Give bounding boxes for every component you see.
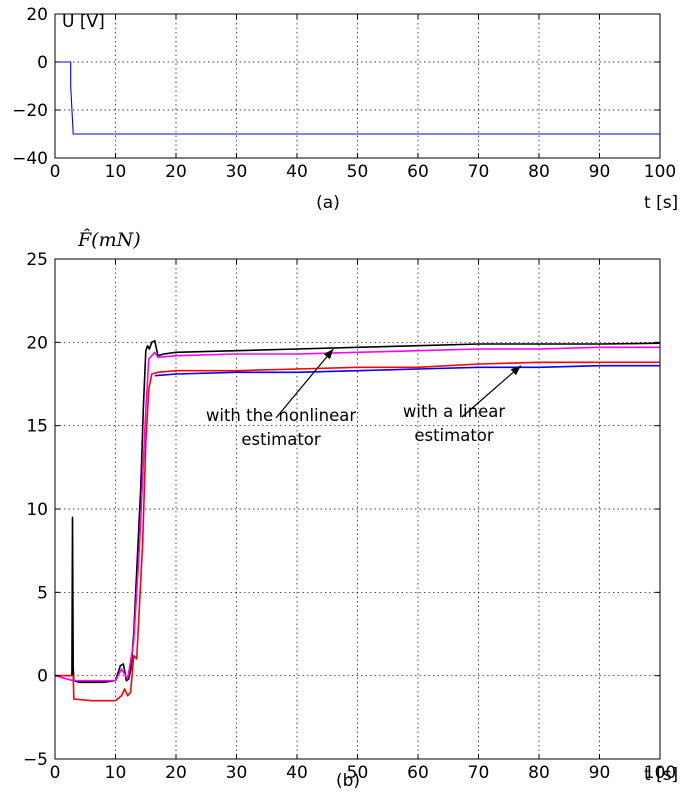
x-tick-label: 20 <box>165 162 187 182</box>
panel-label: (a) <box>316 193 340 213</box>
x-tick-label: 80 <box>528 763 550 783</box>
y-tick-label: 0 <box>37 667 48 687</box>
x-tick-label: 30 <box>226 162 248 182</box>
x-tick-label: 40 <box>286 763 308 783</box>
y-tick-label: 10 <box>26 500 48 520</box>
y-tick-label: 25 <box>26 250 48 270</box>
x-tick-label: 90 <box>589 162 611 182</box>
annotation-arrow <box>275 348 334 419</box>
y-tick-label: −20 <box>12 101 48 121</box>
panel-b-chart: 0 10 20 30 40 50 60 70 80 90 100−50510152025F̂(mN)… <box>23 229 678 791</box>
x-tick-label: 100 <box>644 162 676 182</box>
series-line-0 <box>55 339 660 684</box>
y-axis-label: U [V] <box>62 12 105 32</box>
x-tick-label: 20 <box>165 763 187 783</box>
y-tick-label: 5 <box>37 583 48 603</box>
series-group <box>55 61 660 135</box>
annotation-arrow <box>461 365 522 418</box>
y-tick-label: 20 <box>26 5 48 25</box>
x-tick-label: 10 <box>105 763 127 783</box>
series-line-0 <box>55 61 660 135</box>
series-line-2 <box>55 361 660 702</box>
annotation-text: with the nonlinear <box>206 406 356 425</box>
annotation-text: estimator <box>241 430 321 449</box>
y-tick-label: −40 <box>12 149 48 169</box>
series-group <box>55 339 660 702</box>
y-tick-label: 15 <box>26 417 48 437</box>
panel-a-chart: 0 10 20 30 40 50 60 70 80 90 100 −40 −20 0 20 U [V] t [s… <box>12 5 678 213</box>
y-tick-label: −5 <box>23 750 48 770</box>
arrow-head <box>323 349 334 360</box>
x-tick-label: 60 <box>407 162 429 182</box>
annotation-text: with a linear <box>403 402 505 421</box>
x-tick-label: 80 <box>528 162 550 182</box>
x-tick-label: 70 <box>468 162 490 182</box>
x-tick-label: 100 <box>644 763 676 783</box>
x-tick-label: 10 <box>105 162 127 182</box>
x-tick-label: 0 <box>50 162 61 182</box>
x-tick-label: 60 <box>407 763 429 783</box>
annotation-text: estimator <box>414 426 494 445</box>
x-axis-label: t [s] <box>644 193 678 213</box>
y-tick-label: 0 <box>37 53 48 73</box>
x-tick-label: 0 <box>50 763 61 783</box>
x-tick-label: 30 <box>226 763 248 783</box>
panel-label: (b) <box>336 771 360 791</box>
x-tick-label: 40 <box>286 162 308 182</box>
x-tick-label: 50 <box>347 763 369 783</box>
y-axis-label: F̂(mN) <box>77 229 141 251</box>
y-tick-label: 20 <box>26 333 48 353</box>
arrow-head <box>510 365 521 376</box>
x-tick-label: 50 <box>347 162 369 182</box>
x-tick-label: 70 <box>468 763 490 783</box>
x-tick-label: 90 <box>589 763 611 783</box>
x-axis-label: t [s] <box>644 765 678 785</box>
series-line-3 <box>154 364 660 377</box>
series-line-1 <box>55 346 660 682</box>
